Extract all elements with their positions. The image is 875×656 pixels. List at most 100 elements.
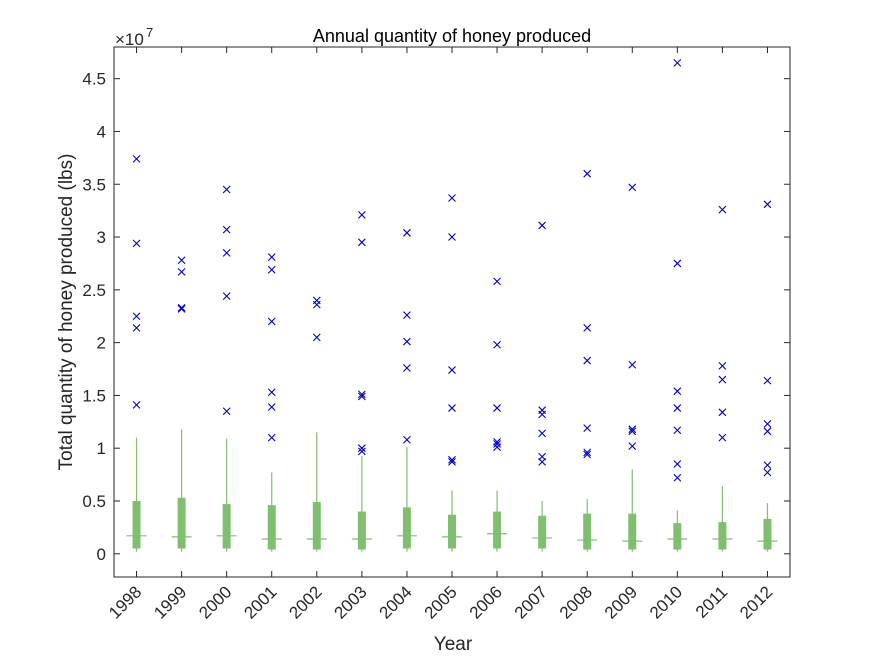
outlier-stroke [628, 442, 637, 450]
outlier-stroke [177, 303, 186, 312]
y-tick-label: 4 [97, 122, 106, 141]
outlier-stroke [403, 228, 411, 237]
outlier-stroke [718, 205, 727, 214]
outlier-marker [673, 387, 682, 396]
outlier-stroke [357, 392, 366, 401]
outlier-stroke [538, 221, 547, 230]
outlier-marker [628, 360, 637, 369]
outlier-marker [448, 404, 456, 412]
outlier-stroke [538, 406, 547, 415]
outlier-stroke [583, 450, 592, 459]
outlier-marker [403, 337, 411, 346]
outlier-stroke [763, 420, 772, 428]
outlier-stroke [763, 461, 772, 469]
outlier-marker [538, 221, 547, 230]
exponent-label: ×10 7 [115, 25, 153, 49]
outlier-marker [448, 458, 456, 466]
outlier-stroke [357, 444, 366, 453]
outlier-marker [718, 433, 727, 442]
outlier-marker [403, 228, 411, 237]
box-iqr [132, 500, 141, 549]
outlier-marker [718, 361, 727, 370]
outlier-stroke [222, 248, 231, 257]
outlier-stroke [718, 361, 727, 370]
outlier-marker [718, 375, 727, 384]
box-2002 [306, 296, 327, 552]
box-iqr [357, 511, 366, 550]
box-1998 [126, 155, 147, 552]
outlier-marker [538, 452, 547, 461]
box-iqr [402, 507, 411, 549]
outlier-marker [177, 267, 186, 276]
outlier-marker [583, 356, 592, 365]
outlier-marker [628, 442, 637, 450]
outlier-marker [718, 408, 727, 417]
y-axis-label: Total quantity of honey produced (lbs) [56, 154, 77, 471]
box-iqr [267, 505, 276, 550]
box-iqr [177, 497, 186, 549]
outlier-stroke [583, 323, 592, 332]
box-2004 [396, 228, 417, 552]
outlier-stroke [267, 317, 276, 326]
outlier-stroke [583, 356, 592, 365]
outlier-stroke [132, 312, 141, 321]
outlier-marker [132, 312, 141, 321]
outlier-stroke [403, 435, 411, 444]
outlier-marker [763, 461, 772, 469]
outlier-marker [673, 58, 682, 67]
outlier-stroke [267, 253, 276, 261]
outlier-stroke [628, 425, 637, 434]
outlier-marker [357, 210, 366, 219]
outlier-marker [132, 401, 141, 409]
outlier-stroke [673, 404, 682, 412]
outlier-stroke [583, 169, 592, 178]
box-iqr [493, 511, 502, 549]
outlier-marker [132, 239, 141, 248]
outlier-stroke [763, 468, 772, 477]
outlier-stroke [357, 390, 366, 399]
outlier-marker [583, 424, 592, 433]
outlier-marker [628, 183, 637, 192]
outlier-stroke [673, 387, 682, 396]
outlier-marker [448, 194, 456, 202]
outlier-stroke [448, 455, 456, 464]
outlier-marker [403, 364, 411, 372]
outlier-marker [177, 256, 186, 265]
outlier-marker [763, 376, 772, 385]
outlier-marker [448, 233, 456, 241]
y-tick-label: 2 [97, 334, 106, 353]
outlier-marker [312, 333, 321, 342]
outlier-marker [493, 340, 501, 349]
outlier-stroke [222, 225, 231, 234]
box-iqr [448, 514, 456, 549]
outlier-stroke [357, 238, 366, 247]
outlier-marker [403, 311, 411, 320]
outlier-marker [132, 155, 141, 163]
box-2010 [667, 58, 688, 552]
outlier-stroke [583, 448, 592, 457]
outlier-stroke [673, 426, 682, 435]
outlier-stroke [357, 210, 366, 219]
outlier-stroke [448, 233, 456, 241]
box-2008 [577, 169, 598, 552]
outlier-stroke [448, 458, 456, 466]
box-iqr [673, 523, 682, 550]
outlier-stroke [177, 267, 186, 276]
outlier-stroke [763, 427, 772, 436]
outlier-marker [357, 238, 366, 247]
outlier-marker [583, 323, 592, 332]
outlier-stroke [628, 183, 637, 192]
outlier-stroke [222, 292, 231, 301]
outlier-marker [357, 447, 366, 456]
outlier-stroke [222, 185, 231, 194]
exponent-power: 7 [146, 25, 153, 40]
box-iqr [583, 513, 592, 550]
outlier-marker [583, 169, 592, 178]
outlier-marker [763, 468, 772, 477]
box-2012 [757, 200, 778, 552]
outlier-marker [312, 296, 321, 305]
outlier-stroke [673, 473, 682, 482]
outlier-marker [448, 366, 456, 374]
